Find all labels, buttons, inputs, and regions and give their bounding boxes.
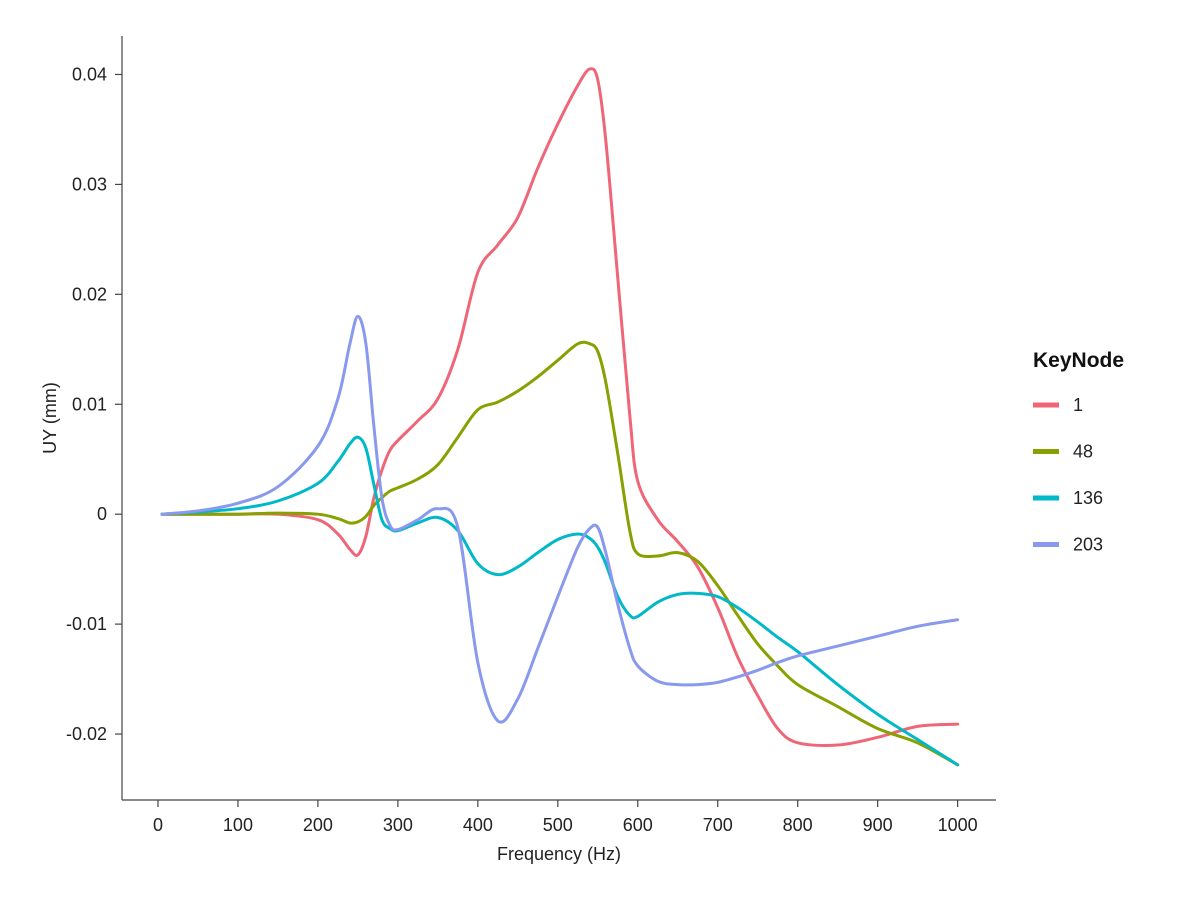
legend-title: KeyNode xyxy=(1033,349,1124,372)
x-ticks: 0 100 200 300 400 500 600 700 800 900 1000 xyxy=(153,800,978,835)
x-tick-label: 900 xyxy=(863,815,893,835)
series-line-48 xyxy=(160,340,960,767)
y-tick-label: 0.04 xyxy=(72,64,107,84)
legend-label-136: 136 xyxy=(1073,488,1103,508)
y-tick-label: -0.02 xyxy=(66,724,107,744)
axes: 0 100 200 300 400 500 600 700 800 900 1000 -0.02-0… xyxy=(66,36,996,835)
x-tick-label: 400 xyxy=(463,815,493,835)
x-tick-label: 200 xyxy=(303,815,333,835)
y-axis-title: UY (mm) xyxy=(40,382,60,454)
legend-label-48: 48 xyxy=(1073,442,1093,462)
x-tick-label: 500 xyxy=(543,815,573,835)
legend: KeyNode 1 48 136 203 xyxy=(1033,349,1124,555)
x-tick-label: 700 xyxy=(703,815,733,835)
x-tick-label: 300 xyxy=(383,815,413,835)
series-line-136 xyxy=(160,435,960,767)
y-tick-label: -0.01 xyxy=(66,614,107,634)
x-tick-label: 1000 xyxy=(938,815,978,835)
x-tick-label: 600 xyxy=(623,815,653,835)
x-tick-label: 100 xyxy=(223,815,253,835)
x-tick-label: 800 xyxy=(783,815,813,835)
x-tick-label: 0 xyxy=(153,815,163,835)
legend-label-1: 1 xyxy=(1073,395,1083,415)
series-line-203 xyxy=(160,314,960,724)
series-group xyxy=(160,67,960,767)
legend-label-203: 203 xyxy=(1073,535,1103,555)
x-axis-title: Frequency (Hz) xyxy=(497,844,621,864)
series-line-1 xyxy=(160,67,960,747)
y-tick-label: 0.02 xyxy=(72,284,107,304)
y-tick-label: 0 xyxy=(97,504,107,524)
y-tick-label: 0.03 xyxy=(72,174,107,194)
y-tick-label: 0.01 xyxy=(72,394,107,414)
y-ticks: -0.02 -0.01 0 0.01 0.02 0.03 0.04 xyxy=(66,64,122,744)
